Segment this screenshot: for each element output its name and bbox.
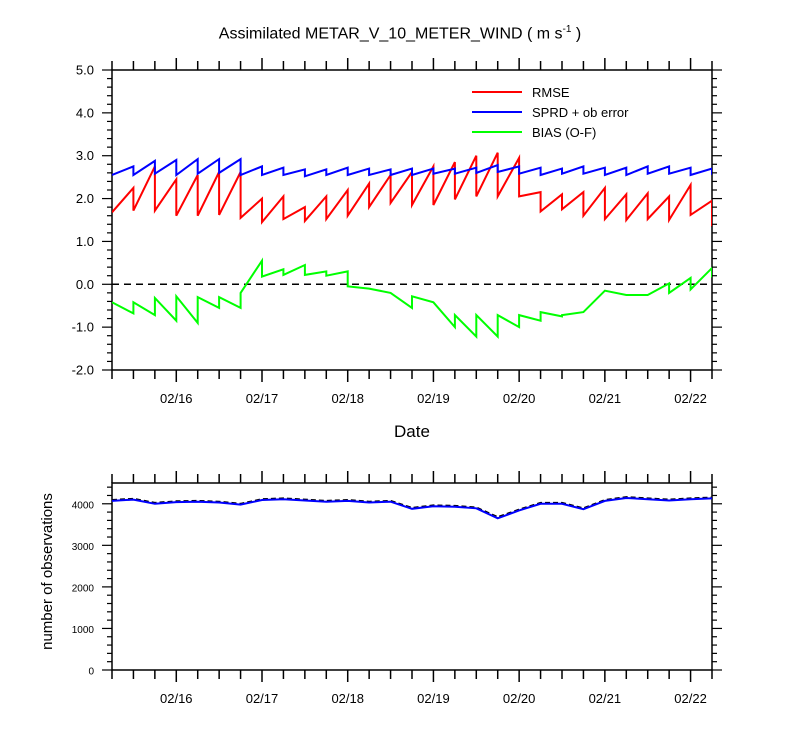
y-tick-label: 1000 <box>72 625 95 636</box>
x-tick-label: 02/18 <box>331 691 364 706</box>
y-tick-label: 0.0 <box>76 277 94 292</box>
x-tick-label: 02/19 <box>417 391 450 406</box>
x-tick-label: 02/17 <box>246 391 279 406</box>
x-tick-label: 02/21 <box>589 391 622 406</box>
y-tick-label: -1.0 <box>72 320 94 335</box>
top-axis-ticks: 02/16 02/17 02/18 02/19 02/20 02/21 02/22 -2.0 -… <box>72 58 722 406</box>
chart-title-text: Assimilated METAR_V_10_METER_WIND <box>218 25 523 43</box>
x-tick-label: 02/16 <box>160 691 193 706</box>
x-tick-label: 02/19 <box>417 691 450 706</box>
series-line-bias-o-f- <box>112 257 712 340</box>
chart-title-units-exp: -1 <box>562 24 572 35</box>
chart-title-units-prefix: ( m s <box>527 25 563 43</box>
y-tick-label: 2.0 <box>76 191 94 206</box>
top-series-lines <box>112 152 712 340</box>
y-tick-label: 5.0 <box>76 63 94 78</box>
y-tick-label: 3000 <box>72 542 95 553</box>
y-tick-label: 2000 <box>72 583 95 594</box>
bottom-series-lines <box>112 496 712 520</box>
series-line-rmse <box>112 152 712 227</box>
y-tick-label: -2.0 <box>72 363 94 378</box>
y-tick-label: 3.0 <box>76 148 94 163</box>
top-panel-wind-stats: 02/16 02/17 02/18 02/19 02/20 02/21 02/22 -2.0 -… <box>72 58 722 441</box>
legend-label: BIAS (O-F) <box>532 125 596 140</box>
legend: RMSE SPRD + ob error BIAS (O-F) <box>472 85 629 140</box>
x-tick-label: 02/21 <box>589 691 622 706</box>
x-tick-label: 02/17 <box>246 691 279 706</box>
x-tick-label: 02/20 <box>503 391 536 406</box>
legend-label: SPRD + ob error <box>532 105 629 120</box>
x-tick-label: 02/18 <box>331 391 364 406</box>
bottom-y-axis-label: number of observations <box>39 493 56 650</box>
y-tick-label: 0 <box>88 667 94 678</box>
y-tick-label: 4000 <box>72 500 95 511</box>
x-tick-label: 02/22 <box>674 391 707 406</box>
series-line-solid <box>112 496 712 520</box>
x-tick-label: 02/22 <box>674 691 707 706</box>
y-tick-label: 1.0 <box>76 234 94 249</box>
x-tick-label: 02/20 <box>503 691 536 706</box>
y-tick-label: 4.0 <box>76 105 94 120</box>
bottom-panel-observation-count: 02/16 02/17 02/18 02/19 02/20 02/21 02/22 0 1000… <box>39 471 722 706</box>
x-tick-label: 02/16 <box>160 391 193 406</box>
legend-label: RMSE <box>532 85 570 100</box>
chart-title-units-suffix: ) <box>571 25 582 43</box>
top-x-axis-label: Date <box>394 422 430 441</box>
bottom-axis-ticks: 02/16 02/17 02/18 02/19 02/20 02/21 02/22 0 1000… <box>72 471 722 706</box>
series-line-dashed <box>112 496 712 519</box>
series-line-sprd-ob-error <box>112 157 712 178</box>
bottom-plot-frame <box>111 482 713 671</box>
chart-title: Assimilated METAR_V_10_METER_WIND ( m s-… <box>0 24 800 43</box>
